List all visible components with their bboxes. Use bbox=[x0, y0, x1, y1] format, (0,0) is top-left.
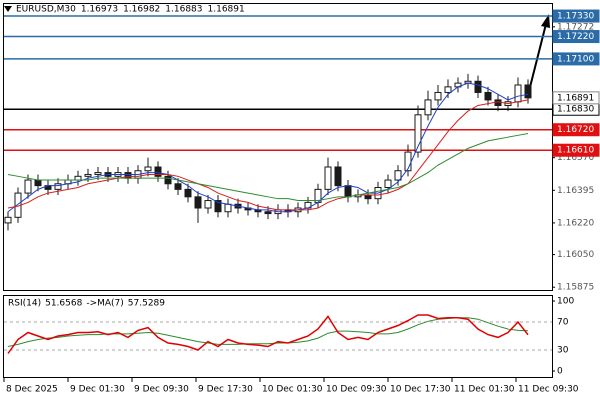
candle-body bbox=[214, 200, 222, 213]
candle-body bbox=[204, 200, 212, 209]
candle-body bbox=[34, 179, 42, 187]
header-price: 1.16883 bbox=[165, 5, 202, 15]
candle-body bbox=[264, 211, 272, 215]
candle-body bbox=[334, 166, 342, 187]
rsi-line bbox=[7, 314, 529, 354]
rsi-tick-label: 70 bbox=[557, 318, 569, 328]
candle-body bbox=[124, 172, 132, 179]
candle-body bbox=[444, 86, 452, 93]
header-price: 1.16891 bbox=[208, 5, 245, 15]
x-tick-label: 9 Dec 09:30 bbox=[134, 385, 189, 395]
candle-body bbox=[154, 166, 162, 177]
candle-body bbox=[424, 99, 432, 116]
candle-body bbox=[74, 175, 82, 181]
level-label-box bbox=[552, 123, 600, 137]
moving-average bbox=[7, 99, 529, 211]
rsi-header: 51.6568 bbox=[45, 299, 82, 309]
candle-body bbox=[344, 185, 352, 198]
rsi-header: RSI(14) bbox=[8, 299, 41, 309]
moving-average bbox=[7, 132, 529, 202]
y-tick-label: 1.16570 bbox=[557, 153, 594, 163]
level-label-box bbox=[552, 9, 600, 23]
candle-body bbox=[184, 188, 192, 198]
price-label-box bbox=[552, 91, 600, 105]
candle-body bbox=[434, 91, 442, 101]
level-label: 1.16610 bbox=[557, 146, 594, 156]
candle-body bbox=[414, 114, 422, 153]
candle-body bbox=[84, 173, 92, 177]
y-tick-label: 1.16050 bbox=[557, 250, 594, 260]
level-label: 1.17100 bbox=[557, 54, 594, 64]
rsi-tick-label: 0 bbox=[557, 367, 563, 377]
candle-body bbox=[484, 91, 492, 101]
rsi-header: ->MA(7) bbox=[86, 299, 123, 309]
candle-body bbox=[144, 166, 152, 172]
rsi-header: 57.5289 bbox=[128, 299, 165, 309]
candle-body bbox=[494, 99, 502, 106]
x-tick-label: 9 Dec 17:30 bbox=[198, 385, 253, 395]
candle-body bbox=[24, 179, 32, 194]
menu-triangle bbox=[4, 6, 12, 12]
level-label: 1.16720 bbox=[557, 125, 594, 135]
candle-body bbox=[524, 84, 532, 99]
x-tick-label: 10 Dec 17:30 bbox=[390, 385, 451, 395]
y-tick-label: 1.15875 bbox=[557, 283, 594, 293]
header-price: 1.16982 bbox=[123, 5, 160, 15]
price-label: 1.16891 bbox=[557, 93, 594, 103]
moving-average bbox=[7, 82, 529, 213]
level-label-box bbox=[552, 52, 600, 66]
level-label-box bbox=[552, 143, 600, 157]
candle-body bbox=[384, 179, 392, 189]
level-label-box bbox=[552, 30, 600, 44]
candle-body bbox=[364, 194, 372, 200]
candle-body bbox=[224, 203, 232, 213]
y-tick-label: 1.16220 bbox=[557, 218, 594, 228]
candle-body bbox=[54, 183, 62, 190]
header-price: 1.16973 bbox=[81, 5, 118, 15]
candle-body bbox=[174, 183, 182, 190]
candle-body bbox=[94, 172, 102, 175]
level-label: 1.17220 bbox=[557, 32, 594, 42]
candle-body bbox=[474, 80, 482, 93]
level-label: 1.17330 bbox=[557, 12, 594, 22]
candle-body bbox=[164, 175, 172, 185]
rsi-tick-label: 100 bbox=[557, 297, 574, 307]
x-tick-label: 10 Dec 09:30 bbox=[326, 385, 387, 395]
candle-body bbox=[194, 196, 202, 209]
y-tick-label: 1.17272 bbox=[557, 22, 594, 32]
candle-body bbox=[514, 84, 522, 103]
x-tick-label: 9 Dec 01:30 bbox=[70, 385, 125, 395]
x-tick-label: 8 Dec 2025 bbox=[6, 385, 58, 395]
level-label: 1.16830 bbox=[557, 105, 594, 115]
rsi-frame bbox=[3, 295, 553, 378]
arrow-head bbox=[541, 14, 550, 28]
candle-body bbox=[324, 166, 332, 190]
symbol: EURUSD,M30 bbox=[16, 5, 76, 15]
candle-body bbox=[4, 216, 12, 224]
x-tick-label: 11 Dec 01:30 bbox=[454, 385, 515, 395]
rsi-tick-label: 30 bbox=[557, 346, 569, 356]
candle-body bbox=[394, 170, 402, 181]
x-tick-label: 10 Dec 01:30 bbox=[262, 385, 323, 395]
y-tick-label: 1.16395 bbox=[557, 186, 594, 196]
x-tick-label: 11 Dec 09:30 bbox=[518, 385, 579, 395]
